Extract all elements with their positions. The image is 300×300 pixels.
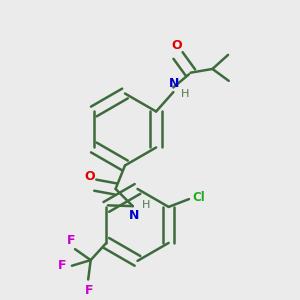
Text: Cl: Cl <box>192 191 205 204</box>
Text: H: H <box>181 89 189 99</box>
Text: F: F <box>58 259 66 272</box>
Text: N: N <box>169 76 179 90</box>
Text: O: O <box>84 170 95 183</box>
Text: H: H <box>142 200 150 210</box>
Text: F: F <box>66 234 75 247</box>
Text: N: N <box>128 208 139 222</box>
Text: F: F <box>85 284 93 297</box>
Text: O: O <box>171 39 182 52</box>
